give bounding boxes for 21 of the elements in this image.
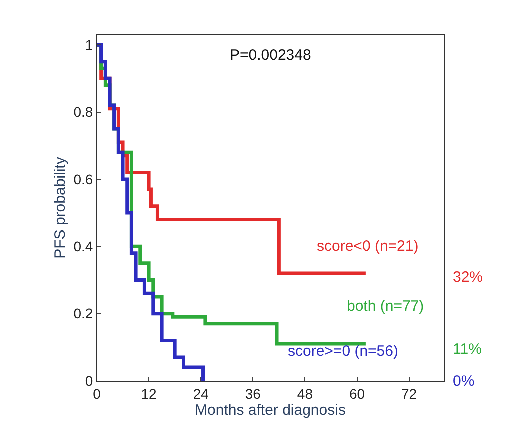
y-tick-label: 0.6 bbox=[74, 171, 94, 188]
text: 32% bbox=[453, 269, 484, 286]
series-label: score<0 (n=21) bbox=[317, 238, 419, 255]
text: 0% bbox=[453, 373, 475, 390]
annotation: P=0.002348 bbox=[230, 47, 312, 64]
y-tick-label: 0.2 bbox=[74, 306, 94, 322]
x-tick-label: 48 bbox=[297, 386, 314, 402]
y-tick-label: 1 bbox=[85, 36, 94, 53]
text: 11% bbox=[453, 341, 482, 358]
x-axis-title: Months after diagnosis bbox=[195, 402, 346, 419]
x-tick-label: 24 bbox=[193, 386, 210, 402]
y-axis-title: PFS probability bbox=[52, 156, 69, 259]
x-tick-label: 12 bbox=[141, 386, 158, 402]
x-tick-label: 72 bbox=[402, 386, 418, 402]
y-tick-label: 0 bbox=[85, 372, 94, 389]
y-tick-label: 0.8 bbox=[74, 104, 94, 120]
text: score>=0 (n=56) bbox=[288, 343, 398, 360]
x-tick-label: 36 bbox=[245, 386, 262, 402]
series-label: both (n=77) bbox=[347, 298, 424, 315]
x-tick-label: 60 bbox=[349, 386, 366, 402]
y-tick-label: 0.4 bbox=[74, 238, 94, 255]
